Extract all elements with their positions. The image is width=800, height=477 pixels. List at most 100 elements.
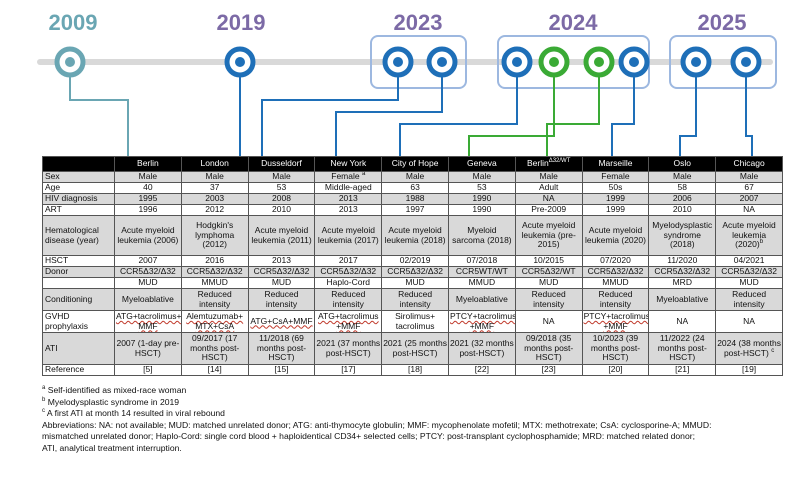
table-cell: MUD <box>514 277 583 289</box>
table-row-hematological-disease: Hematological disease (year) Acute myelo… <box>42 215 783 256</box>
table-cell: 2007 (1-day pre-HSCT) <box>114 332 182 365</box>
timeline-markers <box>54 46 762 78</box>
connector-city-of-hope <box>399 74 518 158</box>
row-label <box>42 277 115 289</box>
abbreviations-line-2: mismatched unrelated donor; Haplo-Cord: … <box>42 431 695 442</box>
connector-marseille <box>611 74 635 158</box>
table-cell: Sirolimus+ tacrolimus <box>381 310 449 333</box>
year-group-box-2025 <box>669 35 777 89</box>
marker-geneva <box>538 46 570 78</box>
table-cell: 2016 <box>180 255 249 267</box>
table-cell: Male <box>381 171 449 183</box>
table-cell: 1999 <box>581 204 650 216</box>
table-cell: 10/2023 (39 months post-HSCT) <box>581 332 650 365</box>
table-row-hsct: HSCT 2007 2016 2013 2017 02/2019 07/2018… <box>42 255 783 267</box>
footnote-mark: a <box>42 385 46 392</box>
table-cell: 2013 <box>314 204 383 216</box>
table-cell: 53 <box>447 182 516 194</box>
table-cell: 1988 <box>381 193 449 205</box>
table-cell: Acute myeloid leukemia (2006) <box>114 215 182 256</box>
row-label: Donor <box>42 266 115 278</box>
header-berlin: Berlin <box>114 156 182 172</box>
table-cell: ATG+CsA+MMF <box>247 310 316 333</box>
connector-new-york <box>335 74 443 158</box>
marker-oslo <box>680 46 712 78</box>
footnote-mark: c <box>42 408 45 415</box>
table-cell: 2013 <box>247 255 316 267</box>
table-cell: Myeloid sarcoma (2018) <box>447 215 516 256</box>
table-cell: MUD <box>381 277 449 289</box>
row-label: Reference <box>42 364 115 376</box>
connector-berlin2 <box>546 74 600 158</box>
table-cell: Male <box>447 171 516 183</box>
table-cell: 1999 <box>581 193 650 205</box>
header-london: London <box>180 156 249 172</box>
table-cell: MUD <box>114 277 182 289</box>
table-cell: CCR5Δ32/Δ32 <box>180 266 249 278</box>
table-cell: [19] <box>715 364 783 376</box>
header-chicago: Chicago <box>715 156 783 172</box>
table-cell: [20] <box>581 364 650 376</box>
table-cell: [23] <box>514 364 583 376</box>
header-corner <box>42 156 115 172</box>
table-cell: 09/2017 (17 months post-HSCT) <box>180 332 249 365</box>
abbreviations-line-3: ATI, analytical treatment interruption. <box>42 442 182 453</box>
table-row-donor-type: MUD MMUD MUD Haplo-Cord MUD MMUD MUD MMU… <box>42 277 783 289</box>
table-cell: 53 <box>247 182 316 194</box>
table-cell: Female <box>581 171 650 183</box>
table-cell: CCR5Δ32/Δ32 <box>114 266 182 278</box>
table-cell: 1995 <box>114 193 182 205</box>
table-cell: [15] <box>247 364 316 376</box>
table-cell: 07/2020 <box>581 255 650 267</box>
table-cell: MRD <box>648 277 717 289</box>
table-cell: [5] <box>114 364 182 376</box>
table-cell: PTCY+tacrolimus +MMF <box>581 310 650 333</box>
year-label-2023: 2023 <box>394 10 443 35</box>
table-cell: CCR5Δ32/Δ32 <box>715 266 783 278</box>
marker-new-york <box>426 46 458 78</box>
table-cell: MUD <box>247 277 316 289</box>
table-cell: Male <box>715 171 783 183</box>
table-row-ati: ATI 2007 (1-day pre-HSCT) 09/2017 (17 mo… <box>42 332 783 365</box>
table-cell: Hodgkin's lymphoma (2012) <box>180 215 249 256</box>
table-cell: 63 <box>381 182 449 194</box>
table-cell: 10/2015 <box>514 255 583 267</box>
year-groups <box>370 35 777 89</box>
table-cell: Male <box>514 171 583 183</box>
table-cell: NA <box>514 310 583 333</box>
table-cell: Myeloablative <box>447 288 516 311</box>
footnote-text: Myelodysplastic syndrome in 2019 <box>47 396 180 407</box>
table-cell: Acute myeloid leukemia (2020) <box>581 215 650 256</box>
marker-city-of-hope <box>501 46 533 78</box>
table-cell: Male <box>247 171 316 183</box>
header-berlin2-sup: Δ32/WT <box>548 158 571 165</box>
table-cell: [22] <box>447 364 516 376</box>
patients-table: Berlin London Dusseldorf New York City o… <box>42 156 783 376</box>
table-cell: 2021 (25 months post-HSCT) <box>381 332 449 365</box>
table-cell: Reduced intensity <box>715 288 783 311</box>
table-row-age: Age 40 37 53 Middle-aged 63 53 Adult 50s… <box>42 182 783 194</box>
table-cell: 11/2020 <box>648 255 717 267</box>
cell-text: ATG+tacrolimus+ MMF <box>116 310 182 331</box>
row-label: HIV diagnosis <box>42 193 115 205</box>
table-cell: Reduced intensity <box>247 288 316 311</box>
header-oslo: Oslo <box>648 156 717 172</box>
table-cell: Acute myeloid leukemia (2017) <box>314 215 383 256</box>
table-cell: 1996 <box>114 204 182 216</box>
table-cell: Female a <box>314 171 383 183</box>
row-label: Hematological disease (year) <box>42 215 115 256</box>
table-cell: [21] <box>648 364 717 376</box>
table-cell: 37 <box>180 182 249 194</box>
table-cell: Middle-aged <box>314 182 383 194</box>
timeline: 2009 2019 2023 2024 2025 <box>37 10 777 158</box>
header-geneva: Geneva <box>447 156 516 172</box>
row-label: ATI <box>42 332 115 365</box>
table-cell: CCR5WT/WT <box>447 266 516 278</box>
table-cell: MMUD <box>447 277 516 289</box>
table-cell: [14] <box>180 364 249 376</box>
row-label: Age <box>42 182 115 194</box>
cell-text: Female <box>331 171 360 182</box>
table-cell: 2021 (37 months post-HSCT) <box>314 332 383 365</box>
header-marseille: Marseille <box>581 156 650 172</box>
table-cell: 09/2018 (35 months post-HSCT) <box>514 332 583 365</box>
